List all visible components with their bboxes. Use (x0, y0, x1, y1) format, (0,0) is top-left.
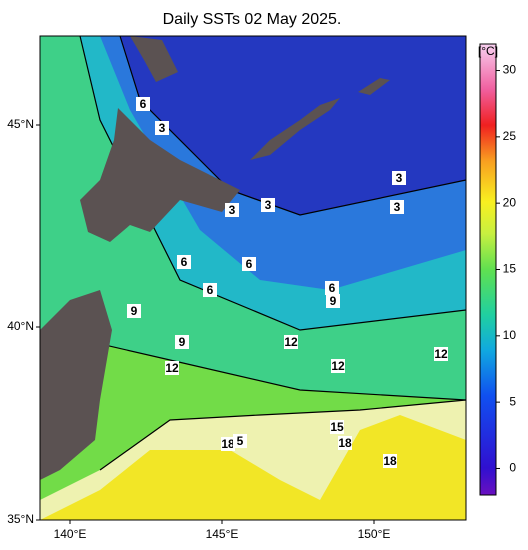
contour-label-bg (127, 304, 141, 318)
contour-label-bg (390, 200, 404, 214)
land-kurils (358, 78, 390, 95)
colorbar-tick-label: 20 (503, 195, 517, 209)
colorbar-tick-label: 25 (503, 129, 517, 143)
colorbar-unit: [°C] (478, 44, 498, 58)
lon-label: 145°E (206, 527, 239, 541)
contour (79, 36, 466, 331)
contour-label-bg (233, 434, 247, 448)
contour-label-bg (136, 97, 150, 111)
sea-band (40, 415, 466, 520)
contour-label: 5 (237, 434, 244, 448)
contour-label: 6 (329, 281, 336, 295)
colorbar (479, 43, 497, 496)
land-hokkaido (80, 108, 240, 242)
contour-label-bg (331, 359, 345, 373)
contour-label-bg (261, 198, 275, 212)
colorbar-tick-label: 15 (503, 262, 517, 276)
contour-label: 3 (265, 198, 272, 212)
contour-label: 9 (330, 294, 337, 308)
contour-label-bg (392, 171, 406, 185)
contour-label: 12 (331, 359, 345, 373)
lat-label: 40°N (7, 319, 34, 333)
contour (99, 399, 466, 471)
colorbar-tick-label: 0 (509, 461, 516, 475)
contour-label-bg (325, 281, 339, 295)
lon-label: 140°E (54, 527, 87, 541)
contour-label-bg (326, 294, 340, 308)
contour-label-bg (155, 121, 169, 135)
land-sakhalin (130, 36, 178, 82)
contour-label-bg (383, 454, 397, 468)
contour-label: 6 (140, 97, 147, 111)
contour-label: 6 (246, 257, 253, 271)
lon-label: 150°E (358, 527, 391, 541)
contour-label: 6 (181, 255, 188, 269)
contour-label-bg (225, 203, 239, 217)
contour-label: 3 (159, 121, 166, 135)
land-honshu (40, 290, 112, 480)
lat-label: 45°N (7, 117, 34, 131)
contour-label: 3 (394, 200, 401, 214)
lat-label: 35°N (7, 512, 34, 526)
land-kurils (250, 98, 340, 160)
contour-label: 18 (338, 436, 352, 450)
contour-label: 18 (221, 437, 235, 451)
contour-label-bg (165, 361, 179, 375)
map-area (40, 36, 466, 520)
contour-label-bg (330, 420, 344, 434)
contour-label-bg (434, 347, 448, 361)
contour-label-bg (177, 255, 191, 269)
contour-label: 3 (396, 171, 403, 185)
colorbar-tick-label: 10 (503, 328, 517, 342)
contour-label-bg (221, 437, 235, 451)
map-frame (39, 35, 467, 521)
contour-label: 12 (284, 335, 298, 349)
contour-label-bg (175, 335, 189, 349)
contour-label-bg (203, 283, 217, 297)
contour-label: 15 (330, 420, 344, 434)
colorbar-tick-label: 5 (509, 394, 516, 408)
contour-label-bg (242, 257, 256, 271)
title: Daily SSTs 02 May 2025. (163, 11, 342, 28)
colorbar-tick-label: 30 (503, 63, 517, 77)
contour-label: 12 (434, 347, 448, 361)
contour-label: 12 (165, 361, 179, 375)
contour-label: 9 (179, 335, 186, 349)
contour-label: 18 (383, 454, 397, 468)
contour-label-bg (338, 436, 352, 450)
contour-label: 6 (207, 283, 214, 297)
contour-label: 9 (131, 304, 138, 318)
contour-label: 3 (229, 203, 236, 217)
contour-label-bg (284, 335, 298, 349)
